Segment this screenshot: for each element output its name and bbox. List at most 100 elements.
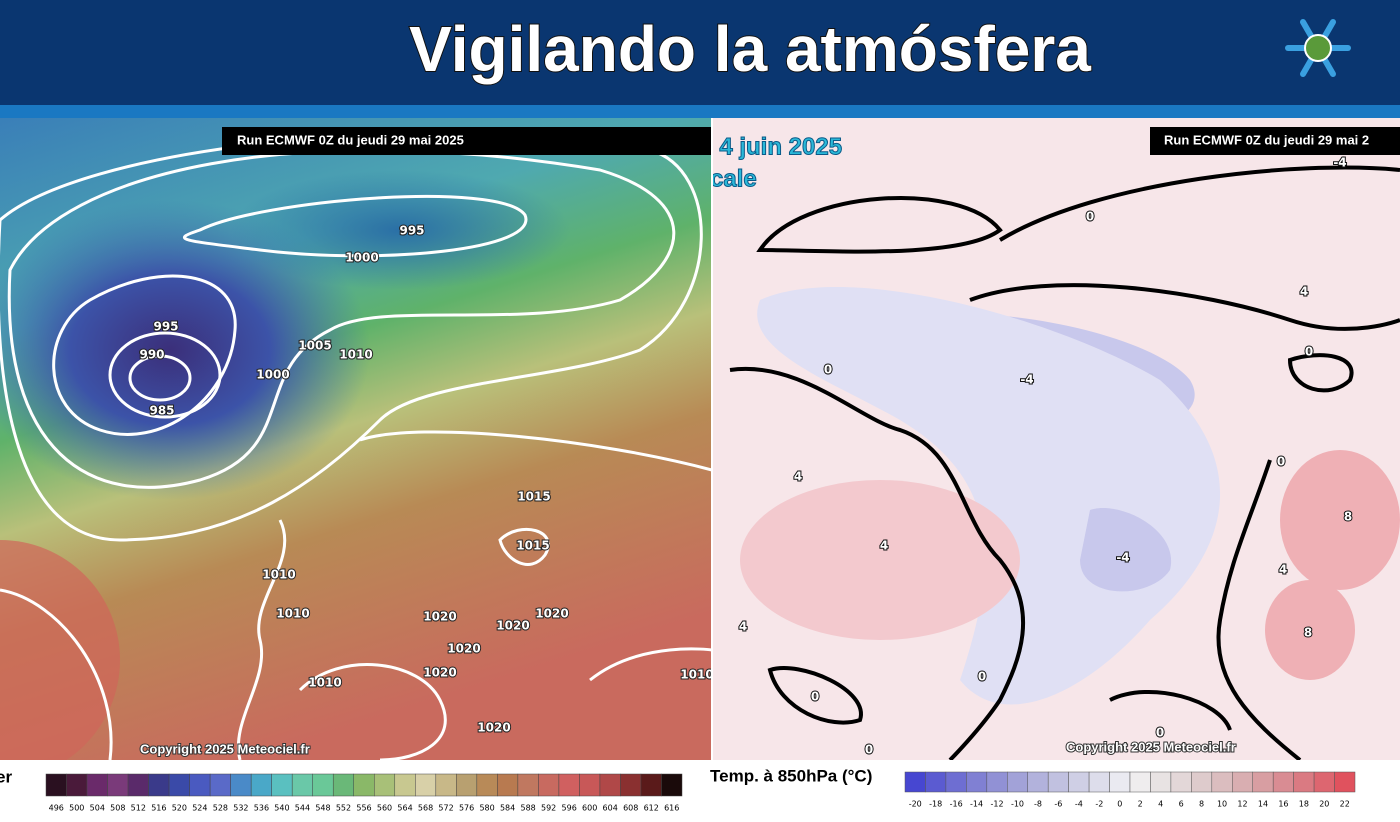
colorbar-tick: -14 <box>970 800 983 809</box>
colorbar-cell <box>1252 771 1274 793</box>
contour-label: 0 <box>1156 726 1164 740</box>
colorbar-cell <box>435 773 457 797</box>
contour-label: 0 <box>1277 455 1285 469</box>
contour-label: 0 <box>1086 210 1094 224</box>
colorbar-tick: 556 <box>356 804 371 813</box>
colorbar-tick: -10 <box>1011 800 1024 809</box>
colorbar-tick: 532 <box>233 804 248 813</box>
colorbar-cell <box>661 773 683 797</box>
colorbar-tick: 2 <box>1138 800 1143 809</box>
contour-label: 4 <box>880 539 888 553</box>
colorbar-tick: 616 <box>664 804 679 813</box>
contour-label: 1020 <box>535 607 568 621</box>
contour-label: 1020 <box>447 642 480 656</box>
colorbar-cell <box>558 773 580 797</box>
colorbar-tick: 22 <box>1340 800 1350 809</box>
colorbars: 496 500 504 508 512 516 520 524 528 532 536 540 544 5… <box>45 771 1356 813</box>
date-fragment: i 4 juin 2025 <box>706 133 842 160</box>
colorbar-cell <box>1232 771 1253 793</box>
colorbar-cell <box>579 773 601 797</box>
colorbar-cell <box>517 773 539 797</box>
geopotential-map: Run ECMWF 0Z du jeudi 29 mai 2025 Copyri… <box>0 118 713 760</box>
colorbar-tick: 4 <box>1158 800 1163 809</box>
colorbar-cell <box>904 771 926 793</box>
colorbar-cell <box>353 773 375 797</box>
colorbar-tick: 588 <box>520 804 535 813</box>
logo <box>1285 19 1351 77</box>
contour-label: 1000 <box>256 368 289 382</box>
colorbar-cell <box>538 773 560 797</box>
contour-label: 0 <box>1305 345 1313 359</box>
colorbar-tick: 524 <box>192 804 207 813</box>
contour-label: 1015 <box>517 490 550 504</box>
colorbar-tick: 572 <box>438 804 453 813</box>
colorbar-tick: 496 <box>49 804 64 813</box>
colorbar-cell <box>1109 771 1131 793</box>
contour-label: 1010 <box>680 668 713 682</box>
colorbar-cell <box>374 773 396 797</box>
colorbar-cell <box>394 773 416 797</box>
colorbar-cell <box>271 773 293 797</box>
colorbar-cell <box>966 771 988 793</box>
contour-label: 4 <box>739 620 747 634</box>
colorbar-cell <box>599 773 621 797</box>
colorbar-tick: -20 <box>909 800 922 809</box>
contour-label: -4 <box>1020 373 1033 387</box>
contour-label: 4 <box>1300 285 1308 299</box>
colorbar-tick: 520 <box>172 804 187 813</box>
colorbar-cell <box>1191 771 1213 793</box>
header-band <box>0 105 1400 118</box>
colorbar-tick: 600 <box>582 804 597 813</box>
colorbar-tick: 612 <box>644 804 659 813</box>
colorbar-cell <box>189 773 211 797</box>
title: Vigilando la atmósfera <box>409 13 1091 85</box>
contour-label: 1020 <box>423 666 456 680</box>
contour-label: 985 <box>149 404 174 418</box>
legend-label: er <box>0 767 12 786</box>
colorbar-cell <box>986 771 1008 793</box>
colorbar-cell <box>230 773 252 797</box>
colorbar-tick: 8 <box>1199 800 1204 809</box>
contour-label: 1010 <box>276 607 309 621</box>
colorbar-tick: 508 <box>110 804 125 813</box>
colorbar-tick: 16 <box>1278 800 1288 809</box>
colorbar-cell <box>127 773 149 797</box>
contour-label: 4 <box>1279 563 1287 577</box>
colorbar-cell <box>1007 771 1028 793</box>
contour-label: 1020 <box>423 610 456 624</box>
colorbar-tick: 6 <box>1179 800 1184 809</box>
colorbar-cell <box>312 773 334 797</box>
colorbar-tick: 596 <box>562 804 577 813</box>
colorbar-tick: 0 <box>1117 800 1122 809</box>
colorbar-cell <box>66 773 88 797</box>
colorbar-cell <box>1150 771 1172 793</box>
colorbar-tick: 516 <box>151 804 166 813</box>
colorbar-cell <box>1313 771 1335 793</box>
colorbar-tick: 584 <box>500 804 515 813</box>
colorbar-cell <box>1047 771 1069 793</box>
colorbar-cell <box>1334 771 1356 793</box>
contour-label: 1010 <box>262 568 295 582</box>
colorbar-tick: 608 <box>623 804 638 813</box>
colorbar-cell <box>1027 771 1049 793</box>
copyright: Copyright 2025 Meteociel.fr <box>1066 739 1236 754</box>
colorbar-tick: 504 <box>90 804 105 813</box>
colorbar-cell <box>945 771 967 793</box>
colorbar-tick: 14 <box>1258 800 1268 809</box>
contour-label: 8 <box>1344 510 1352 524</box>
colorbar-cell <box>1293 771 1315 793</box>
contour-label: 1010 <box>339 348 372 362</box>
colorbar-tick: 536 <box>254 804 269 813</box>
run-box <box>1150 127 1400 155</box>
colorbar-tick: 20 <box>1319 800 1329 809</box>
contour-label: 8 <box>1304 626 1312 640</box>
contour-label: -4 <box>1333 156 1346 170</box>
contour-label: 0 <box>978 670 986 684</box>
colorbar-tick: -2 <box>1095 800 1103 809</box>
colorbar-cell <box>45 773 67 797</box>
header <box>0 0 1400 105</box>
colorbar-tick: 500 <box>69 804 84 813</box>
contour-label: 4 <box>794 470 802 484</box>
colorbar-cell <box>415 773 437 797</box>
colorbar-tick: 548 <box>315 804 330 813</box>
